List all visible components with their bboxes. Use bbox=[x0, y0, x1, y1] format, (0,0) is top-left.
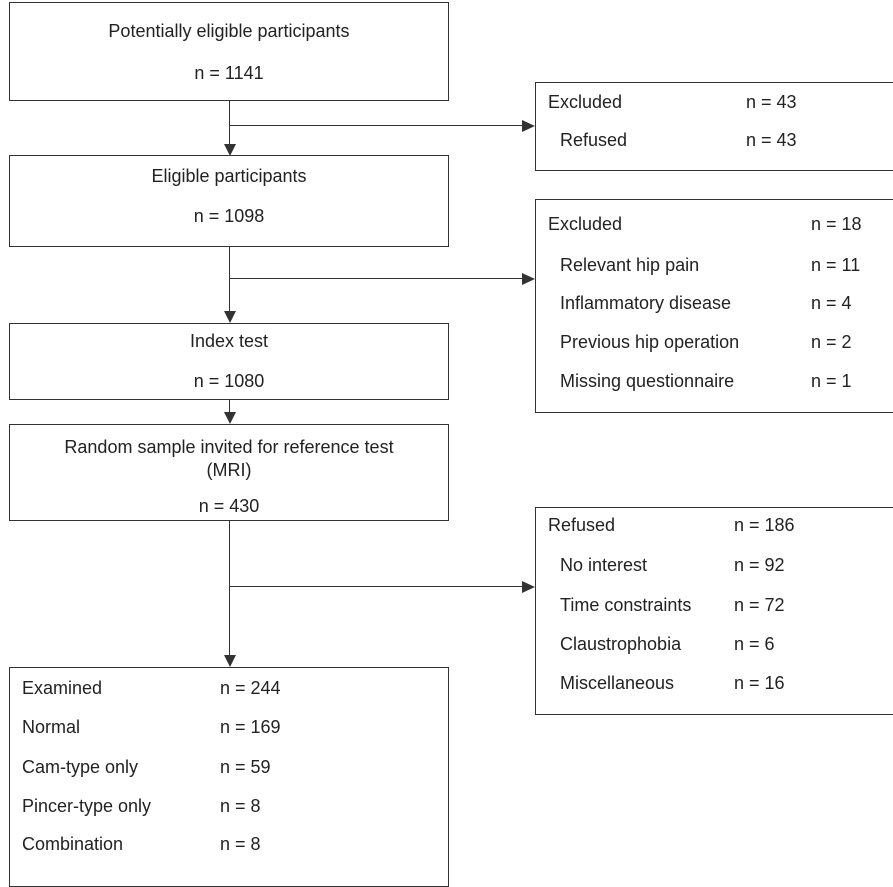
eligible-title: Eligible participants bbox=[151, 166, 307, 186]
excluded-2-item-label: Relevant hip pain bbox=[560, 255, 700, 275]
connector-vertical-4 bbox=[229, 521, 231, 656]
examined-row-count: n = 8 bbox=[220, 834, 261, 854]
index-test-count: n = 1080 bbox=[193, 371, 265, 391]
random-sample-title-line1: Random sample invited for reference test bbox=[64, 437, 394, 457]
index-test-box: Index test n = 1080 bbox=[9, 323, 449, 400]
connector-horizontal-2 bbox=[229, 278, 523, 280]
arrow-down-2 bbox=[224, 311, 236, 323]
examined-row-count: n = 8 bbox=[220, 796, 261, 816]
excluded-2-item-count: n = 4 bbox=[811, 293, 852, 313]
examined-row-count: n = 59 bbox=[220, 757, 271, 777]
excluded-2-item-label: Missing questionnaire bbox=[560, 371, 735, 391]
connector-horizontal-1 bbox=[229, 125, 523, 127]
refused-item-label: Miscellaneous bbox=[560, 673, 675, 693]
eligible-count: n = 1098 bbox=[193, 206, 265, 226]
examined-row-label: Cam-type only bbox=[22, 757, 139, 777]
random-sample-title-line2: (MRI) bbox=[206, 460, 252, 480]
eligible-box: Eligible participants n = 1098 bbox=[9, 155, 449, 247]
arrow-down-1 bbox=[224, 144, 236, 156]
connector-vertical-3 bbox=[229, 400, 231, 413]
excluded-1-title: Excluded bbox=[548, 92, 623, 112]
potentially-eligible-title: Potentially eligible participants bbox=[108, 21, 350, 41]
arrow-down-4 bbox=[224, 655, 236, 667]
refused-title: Refused bbox=[548, 515, 616, 535]
connector-horizontal-4 bbox=[229, 586, 523, 588]
refused-item-label: Claustrophobia bbox=[560, 634, 682, 654]
refused-item-label: Time constraints bbox=[560, 595, 692, 615]
excluded-1-box: Excluded n = 43 Refused n = 43 bbox=[535, 82, 893, 171]
refused-item-count: n = 16 bbox=[734, 673, 785, 693]
random-sample-box: Random sample invited for reference test… bbox=[9, 424, 449, 521]
excluded-2-count: n = 18 bbox=[811, 214, 862, 234]
random-sample-count: n = 430 bbox=[198, 496, 260, 516]
excluded-1-item-count: n = 43 bbox=[746, 130, 797, 150]
potentially-eligible-count: n = 1141 bbox=[194, 63, 264, 83]
refused-count: n = 186 bbox=[734, 515, 795, 535]
excluded-2-item-label: Previous hip operation bbox=[560, 332, 740, 352]
potentially-eligible-box: Potentially eligible participants n = 11… bbox=[9, 2, 449, 101]
refused-item-count: n = 92 bbox=[734, 555, 785, 575]
refused-item-label: No interest bbox=[560, 555, 648, 575]
excluded-1-item-label: Refused bbox=[560, 130, 628, 150]
connector-vertical-1 bbox=[229, 101, 231, 145]
excluded-2-item-count: n = 1 bbox=[811, 371, 852, 391]
refused-item-count: n = 72 bbox=[734, 595, 785, 615]
arrow-right-2 bbox=[522, 273, 535, 285]
examined-row-count: n = 244 bbox=[220, 678, 281, 698]
excluded-2-item-count: n = 11 bbox=[811, 255, 861, 275]
excluded-2-title: Excluded bbox=[548, 214, 623, 234]
excluded-2-box: Excluded n = 18 Relevant hip pain n = 11… bbox=[535, 199, 893, 413]
examined-row-label: Normal bbox=[22, 717, 81, 737]
excluded-2-item-count: n = 2 bbox=[811, 332, 852, 352]
excluded-1-count: n = 43 bbox=[746, 92, 797, 112]
index-test-title: Index test bbox=[189, 331, 269, 351]
arrow-right-1 bbox=[522, 120, 535, 132]
excluded-2-item-label: Inflammatory disease bbox=[560, 293, 732, 313]
connector-vertical-2 bbox=[229, 247, 231, 312]
examined-row-count: n = 169 bbox=[220, 717, 281, 737]
examined-row-label: Examined bbox=[22, 678, 103, 698]
examined-row-label: Combination bbox=[22, 834, 124, 854]
arrow-down-3 bbox=[224, 412, 236, 424]
refused-box: Refused n = 186 No interest n = 92 Time … bbox=[535, 507, 893, 715]
arrow-right-4 bbox=[522, 581, 535, 593]
refused-item-count: n = 6 bbox=[734, 634, 775, 654]
examined-box: Examined n = 244 Normal n = 169 Cam-type… bbox=[9, 667, 449, 887]
examined-row-label: Pincer-type only bbox=[22, 796, 152, 816]
